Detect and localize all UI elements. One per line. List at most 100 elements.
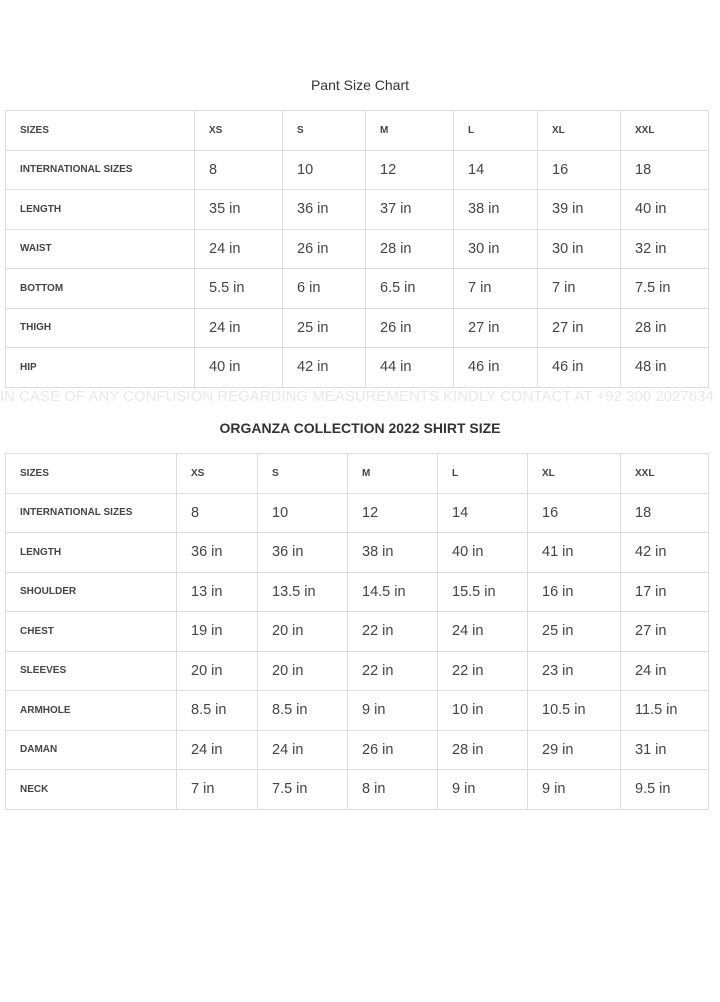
table-cell: 27 in	[620, 611, 709, 652]
column-header: S	[257, 453, 348, 494]
column-header: M	[347, 453, 438, 494]
row-label: WAIST	[5, 228, 195, 269]
table-cell: 20 in	[176, 650, 258, 691]
table-cell: 16	[537, 149, 621, 190]
column-header: XS	[194, 110, 283, 151]
table-cell: 40 in	[620, 189, 709, 230]
table-cell: 35 in	[194, 189, 283, 230]
table-cell: 7.5 in	[257, 769, 348, 810]
table-cell: 7.5 in	[620, 268, 709, 309]
header-row: SIZES XS S M L XL XXL	[5, 453, 709, 494]
table-cell: 17 in	[620, 571, 709, 612]
table-cell: 8.5 in	[176, 690, 258, 731]
table-cell: 14.5 in	[347, 571, 438, 612]
column-header: XL	[527, 453, 621, 494]
table-cell: 24 in	[437, 611, 528, 652]
row-label: SHOULDER	[5, 571, 177, 612]
table-cell: 10	[282, 149, 366, 190]
table-cell: 22 in	[347, 650, 438, 691]
column-header: XL	[537, 110, 621, 151]
table-row: ARMHOLE 8.5 in 8.5 in 9 in 10 in 10.5 in 11.5 …	[5, 690, 709, 731]
table-cell: 42 in	[620, 532, 709, 573]
table-cell: 36 in	[257, 532, 348, 573]
table-cell: 37 in	[365, 189, 454, 230]
table-row: WAIST 24 in 26 in 28 in 30 in 30 in 32 in	[5, 228, 709, 269]
table-cell: 7 in	[537, 268, 621, 309]
row-label: CHEST	[5, 611, 177, 652]
table-cell: 24 in	[194, 228, 283, 269]
table-cell: 28 in	[365, 228, 454, 269]
table-cell: 32 in	[620, 228, 709, 269]
table-cell: 28 in	[437, 729, 528, 770]
table-row: HIP 40 in 42 in 44 in 46 in 46 in 48 in	[5, 347, 709, 388]
table-cell: 24 in	[620, 650, 709, 691]
column-header: S	[282, 110, 366, 151]
table-cell: 6 in	[282, 268, 366, 309]
row-label: BOTTOM	[5, 268, 195, 309]
table-row: BOTTOM 5.5 in 6 in 6.5 in 7 in 7 in 7.5 in	[5, 268, 709, 309]
table-row: LENGTH 35 in 36 in 37 in 38 in 39 in 40 in	[5, 189, 709, 230]
table-cell: 10 in	[437, 690, 528, 731]
column-header: L	[437, 453, 528, 494]
table-cell: 18	[620, 492, 709, 533]
table-row: LENGTH 36 in 36 in 38 in 40 in 41 in 42 in	[5, 532, 709, 573]
table-cell: 24 in	[176, 729, 258, 770]
table-cell: 15.5 in	[437, 571, 528, 612]
table-cell: 46 in	[537, 347, 621, 388]
row-label: INTERNATIONAL SIZES	[5, 492, 177, 533]
table-row: DAMAN 24 in 24 in 26 in 28 in 29 in 31 in	[5, 729, 709, 770]
table-cell: 14	[453, 149, 538, 190]
table-cell: 36 in	[282, 189, 366, 230]
table-cell: 30 in	[537, 228, 621, 269]
table-cell: 26 in	[365, 307, 454, 348]
table-cell: 28 in	[620, 307, 709, 348]
table-cell: 11.5 in	[620, 690, 709, 731]
table-row: INTERNATIONAL SIZES 8 10 12 14 16 18	[5, 492, 709, 533]
pant-chart-title: Pant Size Chart	[310, 77, 410, 93]
table-cell: 31 in	[620, 729, 709, 770]
table-cell: 16	[527, 492, 621, 533]
table-cell: 7 in	[176, 769, 258, 810]
column-header: L	[453, 110, 538, 151]
table-cell: 38 in	[347, 532, 438, 573]
table-cell: 6.5 in	[365, 268, 454, 309]
table-cell: 5.5 in	[194, 268, 283, 309]
row-label: INTERNATIONAL SIZES	[5, 149, 195, 190]
table-cell: 8 in	[347, 769, 438, 810]
table-cell: 13.5 in	[257, 571, 348, 612]
table-cell: 42 in	[282, 347, 366, 388]
column-header: XXL	[620, 110, 709, 151]
table-cell: 26 in	[347, 729, 438, 770]
table-cell: 16 in	[527, 571, 621, 612]
column-header: SIZES	[5, 453, 177, 494]
table-cell: 13 in	[176, 571, 258, 612]
table-cell: 8	[176, 492, 258, 533]
pant-size-table: SIZES XS S M L XL XXL INTERNATIONAL SIZES 8 10 12 1…	[5, 110, 709, 388]
table-cell: 8	[194, 149, 283, 190]
table-cell: 12	[347, 492, 438, 533]
table-cell: 22 in	[437, 650, 528, 691]
table-cell: 27 in	[537, 307, 621, 348]
table-cell: 41 in	[527, 532, 621, 573]
column-header: XXL	[620, 453, 709, 494]
table-cell: 18	[620, 149, 709, 190]
table-cell: 9 in	[347, 690, 438, 731]
table-cell: 38 in	[453, 189, 538, 230]
table-cell: 8.5 in	[257, 690, 348, 731]
table-cell: 27 in	[453, 307, 538, 348]
table-cell: 46 in	[453, 347, 538, 388]
row-label: LENGTH	[5, 189, 195, 230]
row-label: LENGTH	[5, 532, 177, 573]
table-cell: 48 in	[620, 347, 709, 388]
table-row: SLEEVES 20 in 20 in 22 in 22 in 23 in 24 in	[5, 650, 709, 691]
row-label: NECK	[5, 769, 177, 810]
table-cell: 23 in	[527, 650, 621, 691]
row-label: THIGH	[5, 307, 195, 348]
table-cell: 9 in	[527, 769, 621, 810]
column-header: SIZES	[5, 110, 195, 151]
table-cell: 36 in	[176, 532, 258, 573]
table-cell: 20 in	[257, 650, 348, 691]
row-label: ARMHOLE	[5, 690, 177, 731]
column-header: M	[365, 110, 454, 151]
table-cell: 40 in	[437, 532, 528, 573]
